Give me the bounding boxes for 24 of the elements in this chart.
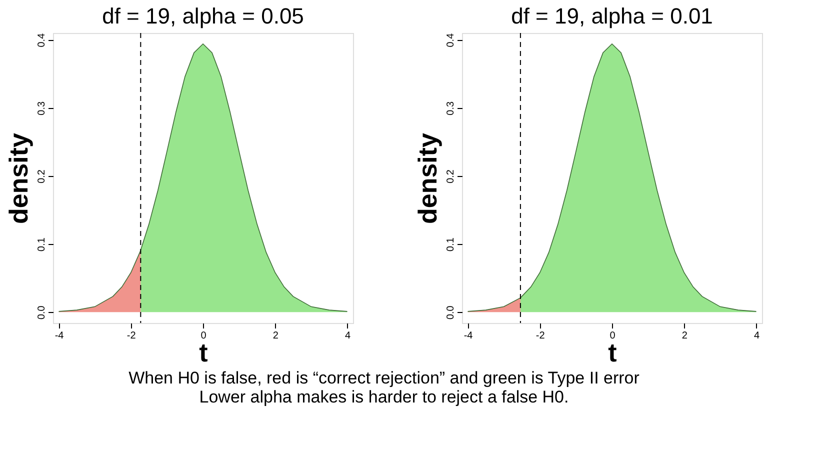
- y-tick-label: 0.2: [446, 169, 456, 184]
- x-tick-label: -4: [54, 330, 64, 342]
- x-tick-label: 4: [344, 330, 351, 342]
- x-tick-label: 2: [682, 330, 688, 342]
- x-tick-label: -2: [126, 330, 136, 342]
- y-tick-label: 0.1: [36, 237, 48, 252]
- y-axis-title: density: [4, 132, 34, 224]
- chart-title: df = 19, alpha = 0.01: [511, 4, 713, 28]
- y-tick-label: 0.1: [446, 237, 456, 252]
- y-tick-label: 0.3: [36, 100, 48, 116]
- y-tick-label: 0.4: [36, 32, 48, 48]
- x-tick-label: -2: [536, 330, 546, 342]
- chart-title: df = 19, alpha = 0.05: [102, 4, 304, 28]
- y-tick-label: 0.0: [446, 305, 456, 320]
- text: When H0 is false, red is “correct rejection” and green is Type II error: [128, 368, 640, 388]
- y-tick-label: 0.2: [36, 169, 48, 184]
- text: Lower alpha makes is harder to reject a false H0.: [199, 388, 569, 406]
- y-axis-title: density: [412, 132, 442, 224]
- y-tick-label: 0.3: [446, 100, 456, 116]
- y-tick-label: 0.4: [446, 32, 456, 48]
- x-tick-label: -4: [464, 330, 474, 342]
- x-tick-label: 2: [272, 330, 279, 342]
- x-tick-label: 4: [754, 330, 760, 342]
- y-tick-label: 0.0: [36, 305, 48, 320]
